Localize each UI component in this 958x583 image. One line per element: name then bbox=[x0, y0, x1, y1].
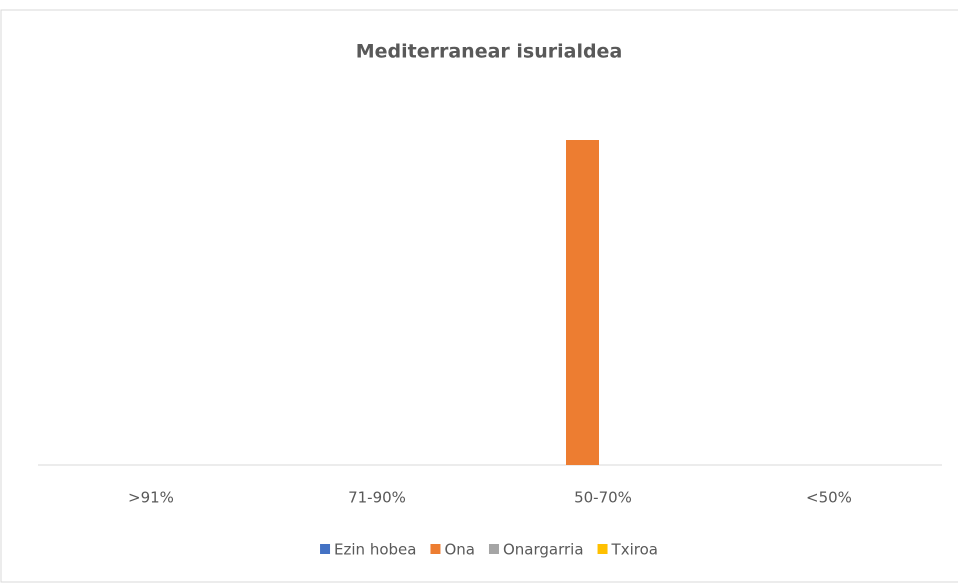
x-tick-label: 71-90% bbox=[348, 489, 406, 507]
legend-label: Txiroa bbox=[611, 541, 658, 559]
x-tick-label: >91% bbox=[128, 489, 174, 507]
legend-label: Ezin hobea bbox=[334, 541, 416, 559]
legend-swatch bbox=[320, 544, 331, 554]
legend-swatch bbox=[488, 544, 499, 554]
x-tick-label: 50-70% bbox=[574, 489, 632, 507]
x-tick-label: <50% bbox=[806, 489, 852, 507]
legend-swatch bbox=[597, 544, 608, 554]
bar bbox=[566, 140, 599, 465]
legend-label: Onargarria bbox=[503, 541, 584, 559]
legend-label: Ona bbox=[444, 541, 475, 559]
chart-frame bbox=[0, 9, 958, 583]
chart-title: Mediterranear isurialdea bbox=[356, 41, 623, 63]
legend-swatch bbox=[430, 544, 441, 554]
